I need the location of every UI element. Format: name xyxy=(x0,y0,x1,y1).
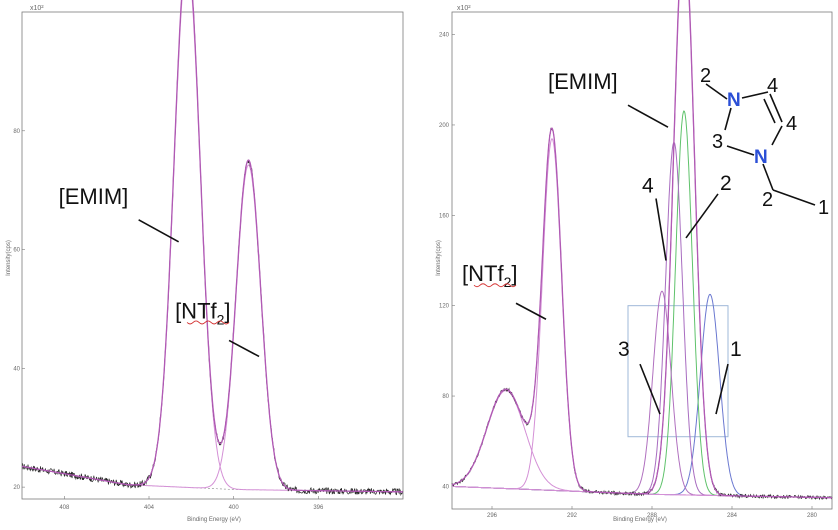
bond-c2-n3 xyxy=(726,145,755,156)
y-tick-label: 80 xyxy=(442,394,449,400)
x-tick-label: 400 xyxy=(229,505,240,511)
x-tick-label: 404 xyxy=(144,505,155,511)
molecule-label-c4-right: 4 xyxy=(786,113,797,135)
bond-ch2-ch3 xyxy=(772,189,816,206)
y-tick-label: 80 xyxy=(13,129,20,135)
fitted-peak-1 xyxy=(21,164,403,493)
spellcheck-underline xyxy=(186,320,230,325)
background-line xyxy=(21,465,403,493)
right-chart-panel: x10² Binding Energy (eV) Intensity(cps) … xyxy=(436,0,833,523)
annotation-label: [EMIM] xyxy=(548,69,618,94)
bond-methyl-n1 xyxy=(705,83,728,100)
left-y-exponent: x10² xyxy=(30,5,44,12)
right-x-axis-title: Binding Energy (eV) xyxy=(613,517,667,523)
annotation-label: [EMIM] xyxy=(59,184,129,209)
component-peak-1 xyxy=(452,293,832,499)
left-plot-frame xyxy=(21,11,404,500)
right-x-ticks: 296 292 288 284 280 xyxy=(487,506,818,519)
right-curves xyxy=(451,0,833,501)
fitted-peak-1 xyxy=(451,390,832,499)
envelope-fit xyxy=(451,0,832,499)
molecule-label-methyl: 2 xyxy=(700,65,711,87)
spellcheck-underline xyxy=(473,283,517,288)
left-annotations: [EMIM] [NTf2] xyxy=(59,184,260,358)
x-tick-label: 396 xyxy=(313,505,324,511)
x-tick-label: 292 xyxy=(567,513,578,519)
x-tick-label: 288 xyxy=(647,513,658,519)
annotation-label: 1 xyxy=(730,338,742,361)
annotation-leader-line xyxy=(639,363,661,415)
left-curves xyxy=(21,0,404,497)
emim-structure: N N 2 4 4 3 2 1 xyxy=(700,65,829,219)
annotation-label: 2 xyxy=(720,172,732,195)
nitrogen-n3-label: N xyxy=(754,147,768,168)
bond-c4-c4-double-a xyxy=(769,93,783,123)
x-tick-label: 280 xyxy=(807,513,818,519)
right-y-axis-title: Intensity(cps) xyxy=(436,240,442,276)
x-tick-label: 408 xyxy=(59,505,70,511)
annotation-leader-line xyxy=(138,219,180,243)
right-y-exponent: x10² xyxy=(457,5,471,12)
annotation-leader-line xyxy=(655,198,667,261)
inset-highlight-box xyxy=(627,305,729,438)
annotation-bracket: ] xyxy=(511,261,517,286)
component-peak-2 xyxy=(452,110,832,499)
y-tick-label: 60 xyxy=(13,248,20,254)
envelope-fit xyxy=(21,0,403,493)
right-y-ticks: 40 80 120 160 200 240 xyxy=(439,33,455,490)
annotation-leader-line xyxy=(627,104,669,128)
left-chart-panel: x10² Binding Energy (eV) Intensity(cps) … xyxy=(6,0,404,523)
molecule-label-ethyl-ch3: 1 xyxy=(818,197,829,219)
annotation-leader-line xyxy=(515,302,547,320)
y-tick-label: 240 xyxy=(439,33,450,39)
annotation-leader-line xyxy=(715,363,729,415)
y-tick-label: 160 xyxy=(439,213,450,219)
left-x-axis-title: Binding Energy (eV) xyxy=(187,517,241,523)
x-tick-label: 284 xyxy=(727,513,738,519)
right-annotations: [EMIM][NTf2]243 1 xyxy=(462,69,742,415)
component-peak-3 xyxy=(452,290,832,499)
bond-n1-c2 xyxy=(724,107,732,131)
annotation-label: 3 xyxy=(618,338,630,361)
nitrogen-n1-label: N xyxy=(727,90,741,111)
bond-c4right-n3 xyxy=(771,125,783,146)
molecule-label-c2: 3 xyxy=(712,131,723,153)
x-tick-label: 296 xyxy=(487,513,498,519)
annotation-bracket: ] xyxy=(224,298,230,323)
left-y-ticks: 20 40 60 80 xyxy=(13,129,25,491)
y-tick-label: 20 xyxy=(13,485,20,491)
bond-n3-ch2 xyxy=(762,163,774,191)
bond-c4-c4-double-b xyxy=(763,98,776,124)
bond-n1-c4top xyxy=(741,91,769,99)
y-tick-label: 40 xyxy=(442,484,449,490)
y-tick-label: 200 xyxy=(439,123,450,129)
annotation-leader-line xyxy=(228,339,260,358)
molecule-label-c4-top: 4 xyxy=(767,75,778,97)
annotation-subscript: 2 xyxy=(504,274,512,290)
molecule-label-ethyl-ch2: 2 xyxy=(762,189,773,211)
y-tick-label: 40 xyxy=(13,366,20,372)
left-x-ticks: 408 404 400 396 xyxy=(59,496,324,511)
fitted-peak-0 xyxy=(21,0,403,493)
annotation-subscript: 2 xyxy=(217,311,225,327)
y-tick-label: 120 xyxy=(439,304,450,310)
annotation-leader-line xyxy=(685,193,719,239)
annotation-label: [NTf2] xyxy=(175,298,230,327)
right-plot-frame xyxy=(451,11,833,510)
annotation-label: 4 xyxy=(642,175,654,198)
raw-data-trace xyxy=(21,0,404,497)
annotation-label: [NTf2] xyxy=(462,261,517,290)
left-y-axis-title: Intensity(cps) xyxy=(6,240,12,276)
